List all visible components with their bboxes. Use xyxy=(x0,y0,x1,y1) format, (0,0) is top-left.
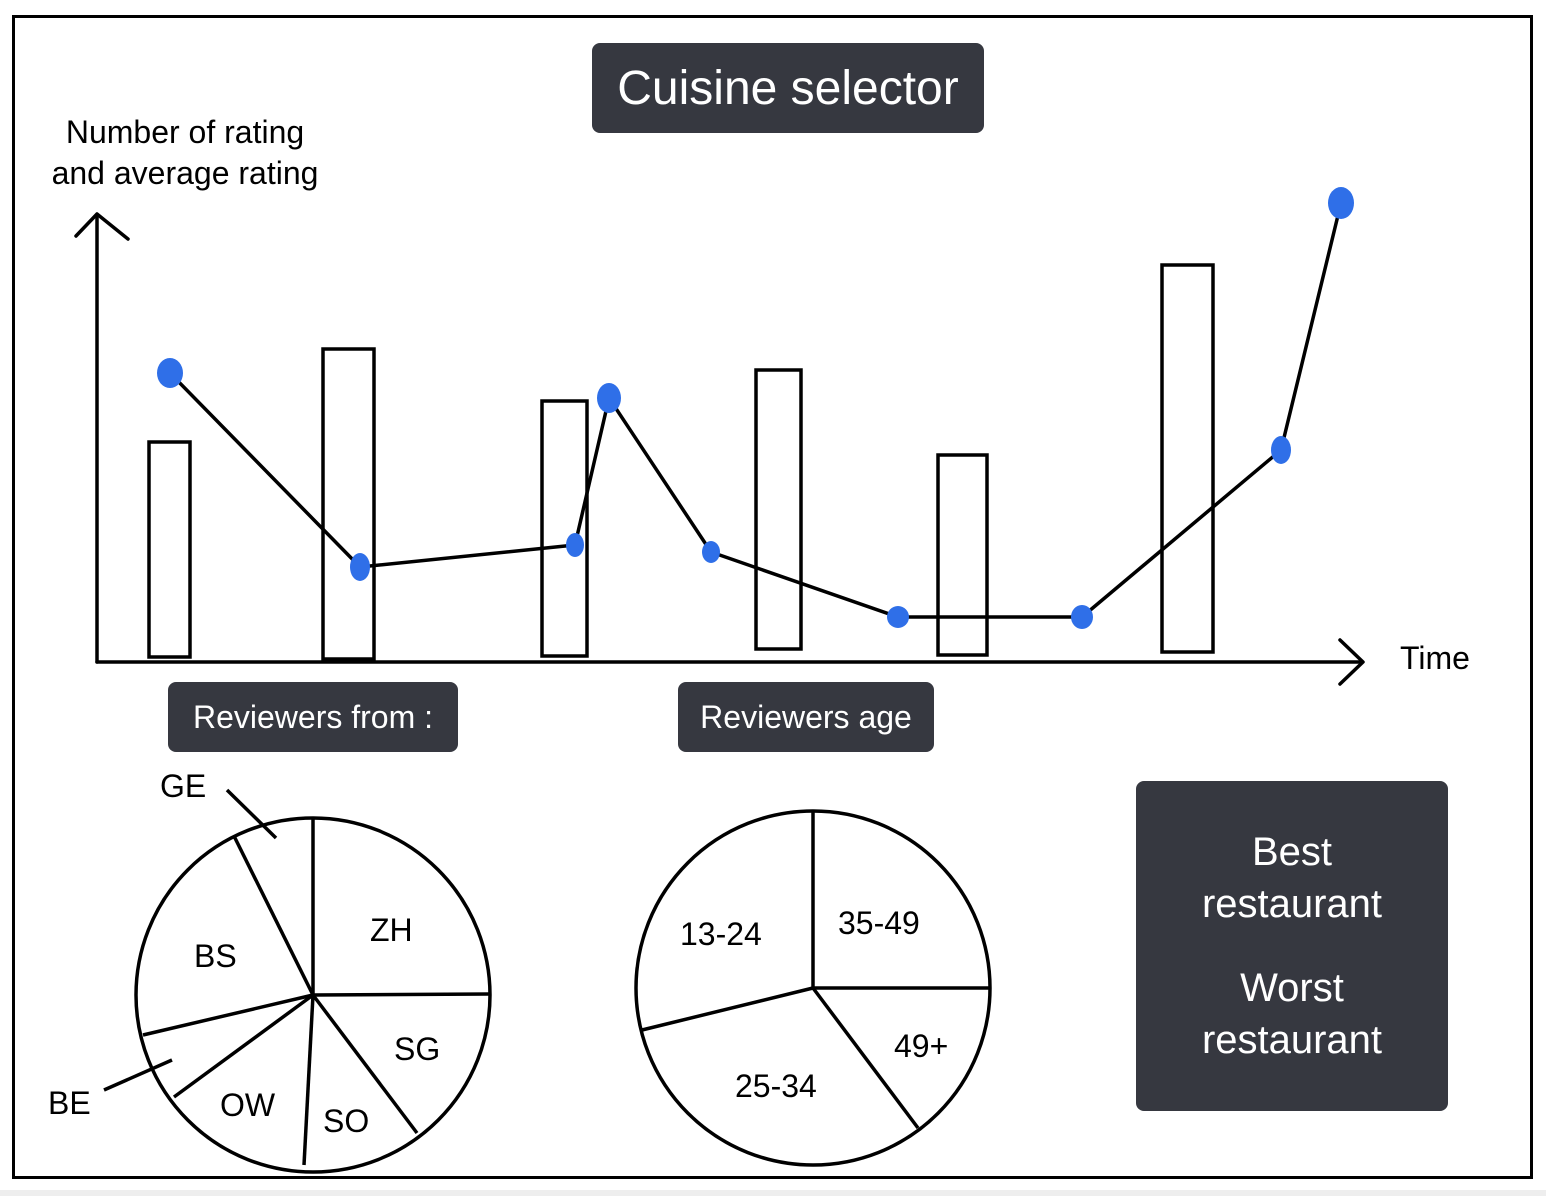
bar xyxy=(1160,263,1215,654)
pie-divider xyxy=(311,993,419,1135)
pie-divider xyxy=(302,994,315,1166)
slice-label-ge: GE xyxy=(160,768,206,804)
rating-point xyxy=(597,383,621,413)
pie-divider xyxy=(232,835,315,996)
reviewers-from-pie xyxy=(103,788,492,1174)
slice-label-sg: SG xyxy=(394,1031,440,1067)
best-restaurant-line2: restaurant xyxy=(1201,882,1383,926)
x-axis-arrowhead xyxy=(1338,638,1365,686)
pie-divider xyxy=(312,992,491,997)
slice-label-ow: OW xyxy=(220,1087,276,1123)
rating-point xyxy=(1271,436,1291,464)
bar xyxy=(321,347,376,661)
rating-point xyxy=(887,606,909,628)
rating-point xyxy=(350,553,370,581)
best-restaurant-line1: Best xyxy=(1251,830,1333,874)
slice-label-so: SO xyxy=(323,1103,369,1139)
age-label-25-34: 25-34 xyxy=(735,1068,817,1104)
ge-leader-line xyxy=(225,788,278,840)
y-axis-label-line1: Number of rating xyxy=(65,114,305,150)
bar xyxy=(936,453,989,657)
reviewers-age-pie xyxy=(634,809,992,1167)
rating-point xyxy=(1328,187,1354,219)
reviewers-from-button[interactable]: Reviewers from : xyxy=(168,682,458,752)
rating-point xyxy=(157,358,183,388)
bar xyxy=(147,440,192,659)
worst-restaurant-line1: Worst xyxy=(1240,966,1344,1010)
age-label-13-24: 13-24 xyxy=(680,916,762,952)
slice-label-be: BE xyxy=(48,1085,91,1121)
y-axis-label: Number of rating and average rating xyxy=(30,112,340,194)
slice-label-bs: BS xyxy=(194,938,237,974)
cuisine-selector-button[interactable]: Cuisine selector xyxy=(592,43,984,133)
age-label-35-49: 35-49 xyxy=(838,905,920,941)
bar xyxy=(754,368,803,651)
y-axis-arrowhead xyxy=(74,212,130,241)
rating-point xyxy=(1071,605,1093,629)
pie-divider xyxy=(811,986,920,1130)
best-worst-restaurant-panel[interactable]: Best restaurant Worst restaurant xyxy=(1136,781,1448,1111)
rating-point xyxy=(566,533,584,557)
pie-divider xyxy=(172,993,315,1099)
pie-divider xyxy=(142,993,314,1037)
be-leader-line xyxy=(103,1058,173,1092)
age-label-49plus: 49+ xyxy=(894,1028,948,1064)
wireframe-border xyxy=(12,15,1533,1179)
rating-point xyxy=(702,541,720,563)
y-axis-label-line2: and average rating xyxy=(51,155,319,191)
reviewers-age-button[interactable]: Reviewers age xyxy=(678,682,934,752)
worst-restaurant-line2: restaurant xyxy=(1201,1018,1383,1062)
pie-divider xyxy=(641,986,814,1032)
slice-label-zh: ZH xyxy=(370,912,413,948)
x-axis-label: Time xyxy=(1400,640,1470,676)
bottom-strip xyxy=(0,1190,1546,1196)
